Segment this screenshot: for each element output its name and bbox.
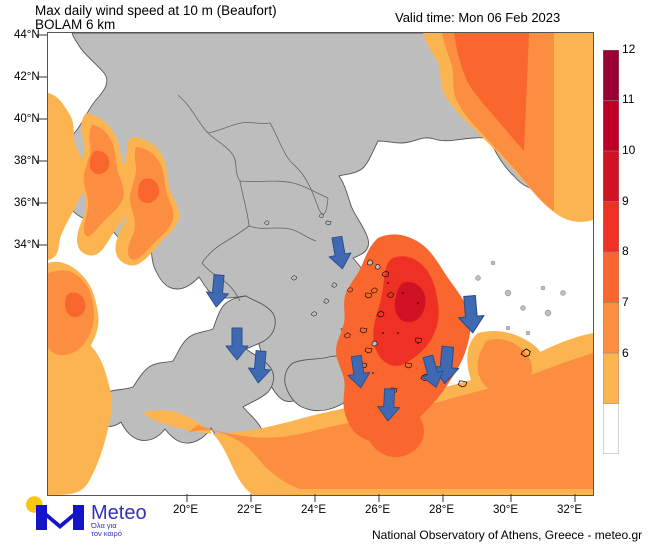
svg-text:τον καιρό: τον καιρό xyxy=(91,529,122,538)
